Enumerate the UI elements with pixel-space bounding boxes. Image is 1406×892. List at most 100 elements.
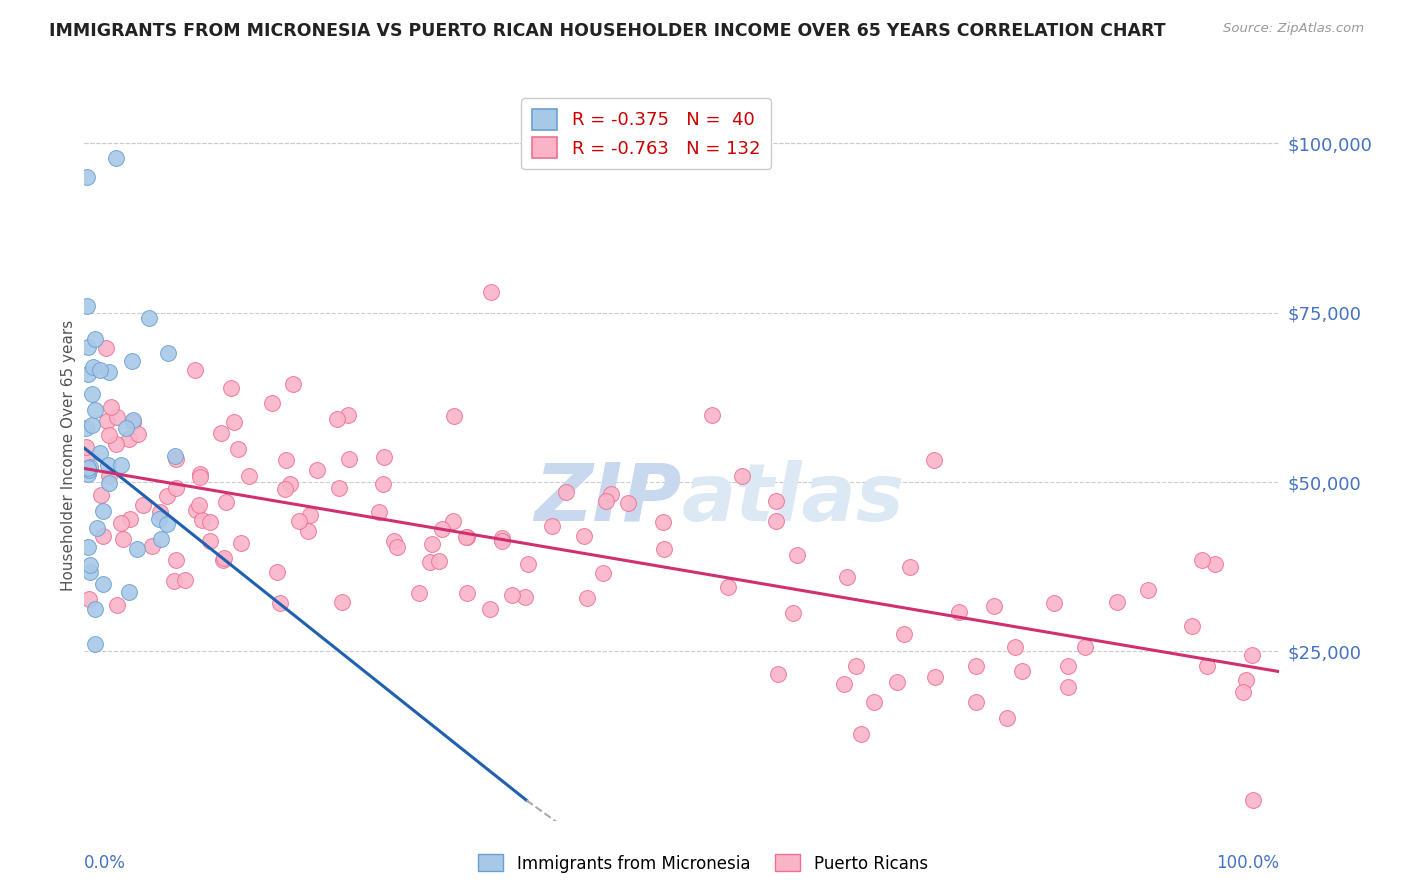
Point (76, 170, 98, 185)
Point (84, 403, 107, 417)
Point (501, 588, 523, 602)
Point (97, 458, 120, 472)
Y-axis label: Householder Income Over 65 years: Householder Income Over 65 years (60, 319, 76, 591)
Point (198, 534, 221, 549)
Point (121, 353, 143, 368)
Point (209, 425, 232, 440)
Point (337, 451, 360, 466)
Point (373, 450, 395, 464)
Point (479, 285, 502, 300)
Point (863, 695, 886, 709)
Point (165, 481, 187, 495)
Point (112, 532, 135, 546)
Text: 0.0%: 0.0% (84, 854, 127, 871)
Point (77, 463, 100, 477)
Point (122, 415, 145, 429)
Point (274, 482, 297, 496)
Point (983, 599, 1005, 614)
Point (184, 363, 207, 377)
Point (138, 311, 160, 326)
Point (163, 574, 186, 589)
Point (330, 595, 353, 609)
Point (835, 569, 858, 583)
Point (731, 469, 754, 483)
Point (191, 513, 214, 527)
Point (337, 408, 360, 422)
Point (165, 449, 187, 463)
Point (922, 453, 945, 467)
Point (443, 409, 465, 424)
Point (652, 542, 675, 557)
Point (1011, 665, 1033, 679)
Point (786, 548, 808, 562)
Point (98, 468, 121, 483)
Point (1073, 640, 1095, 655)
Point (77, 340, 100, 354)
Point (90, 488, 112, 502)
Point (82, 359, 104, 374)
Point (765, 494, 787, 508)
Point (1232, 685, 1254, 699)
Point (965, 695, 987, 709)
Text: IMMIGRANTS FROM MICRONESIA VS PUERTO RICAN HOUSEHOLDER INCOME OVER 65 YEARS CORR: IMMIGRANTS FROM MICRONESIA VS PUERTO RIC… (49, 22, 1166, 40)
Point (1042, 596, 1064, 610)
Point (893, 626, 915, 640)
Point (89, 363, 111, 377)
Point (832, 677, 855, 691)
Point (89, 445, 111, 459)
Point (211, 553, 233, 567)
Point (84, 602, 107, 616)
Point (517, 557, 540, 571)
Text: atlas: atlas (682, 459, 904, 538)
Point (262, 396, 284, 410)
Point (97, 427, 120, 442)
Point (1057, 659, 1080, 673)
Point (995, 711, 1018, 725)
Point (297, 524, 319, 538)
Point (77, 367, 100, 381)
Point (429, 554, 451, 568)
Point (91, 503, 114, 517)
Point (229, 536, 252, 550)
Point (110, 458, 132, 473)
Point (1137, 583, 1160, 598)
Point (174, 573, 197, 587)
Point (79, 459, 101, 474)
Point (408, 586, 430, 600)
Point (456, 529, 478, 543)
Point (188, 498, 211, 512)
Point (79, 565, 101, 579)
Point (156, 346, 179, 360)
Point (765, 514, 787, 528)
Point (149, 505, 172, 519)
Point (385, 541, 408, 555)
Point (430, 523, 453, 537)
Point (368, 505, 391, 519)
Point (616, 496, 638, 510)
Point (491, 534, 513, 549)
Point (75, 440, 97, 454)
Point (326, 412, 349, 426)
Point (77, 540, 100, 554)
Point (266, 566, 288, 580)
Point (382, 534, 405, 549)
Point (419, 555, 441, 569)
Point (924, 670, 946, 684)
Point (118, 432, 141, 446)
Point (572, 529, 595, 543)
Point (717, 580, 740, 594)
Point (75, 451, 97, 466)
Point (965, 659, 987, 673)
Point (491, 532, 513, 546)
Point (141, 539, 163, 553)
Point (186, 503, 208, 517)
Point (96, 415, 118, 429)
Point (441, 514, 464, 528)
Point (456, 530, 478, 544)
Point (104, 151, 127, 165)
Point (1181, 619, 1204, 633)
Point (328, 481, 350, 495)
Point (215, 495, 238, 509)
Point (1241, 793, 1264, 807)
Point (120, 512, 142, 526)
